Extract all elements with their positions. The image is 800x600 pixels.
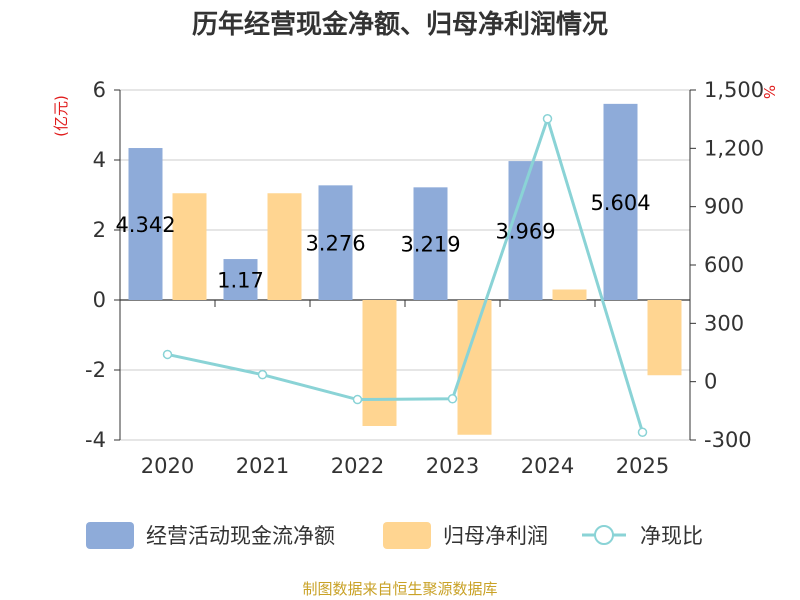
y-left-tick-label: -4 [85,428,106,452]
legend: 经营活动现金流净额 归母净利润 净现比 [86,522,703,549]
bars [128,103,682,435]
cash-data-label: 3.969 [495,220,555,244]
y-right-unit: % [760,85,778,99]
chart-title: 历年经营现金净额、归母净利润情况 [192,9,608,40]
cash-data-label: 3.276 [305,232,365,256]
ratio-point [447,394,458,404]
cash-bar [318,185,353,300]
x-tick-label: 2021 [236,454,289,478]
cash-bar [223,259,258,300]
y-right-tick-label: 1,500 [704,78,764,102]
y-left-tick-label: 0 [93,288,106,312]
cash-bar [413,187,448,300]
data-labels: 4.342 1.17 3.276 3.219 3.969 5.604 [115,191,650,293]
cash-bar [128,148,163,300]
profit-bar [647,300,682,376]
legend-label-ratio: 净现比 [640,524,703,548]
grid [120,89,690,441]
x-tick-label: 2025 [616,454,669,478]
y-right-tick-label: 1,200 [704,136,764,160]
x-tick-label: 2022 [331,454,384,478]
profit-bar [172,193,207,300]
legend-swatch-cash [86,522,134,549]
ratio-point [542,114,553,124]
cash-data-label: 3.219 [400,233,460,257]
y-right-tick-label: 600 [704,253,744,277]
y-left-unit: (亿元) [52,95,70,137]
y-left-tick-label: 2 [93,218,106,242]
y-right-tick-label: 0 [704,370,717,394]
cash-data-label: 5.604 [590,191,650,215]
legend-swatch-ratio-marker [594,525,614,545]
y-left-tick-label: 6 [93,78,106,102]
x-tick-label: 2023 [426,454,479,478]
profit-bar [267,193,302,300]
ratio-point [162,349,173,360]
y-left-tick-label: 4 [93,148,106,172]
ratio-point [257,369,268,380]
y-right-tick-label: 900 [704,195,744,219]
ratio-line [162,113,648,437]
legend-swatch-profit [383,522,431,549]
y-right-tick-label: 300 [704,311,744,335]
y-left-tick-label: -2 [85,358,106,382]
profit-bar [552,289,587,300]
axes: 6 4 2 0 -2 -4 1,500 1,200 900 600 300 0 -300 2020 2021… [85,78,764,478]
ratio-polyline [167,113,644,433]
source-note: 制图数据来自恒生聚源数据库 [302,580,497,598]
cash-data-label: 1.17 [217,269,264,293]
x-tick-label: 2020 [141,454,194,478]
y-right-tick-label: -300 [704,428,752,452]
profit-bar [362,300,397,426]
ratio-point [637,427,648,437]
legend-label-profit: 归母净利润 [443,524,548,548]
cash-bar [603,103,638,300]
ratio-point [352,394,363,405]
legend-label-cash: 经营活动现金流净额 [146,524,335,548]
x-tick-label: 2024 [521,454,574,478]
cash-data-label: 4.342 [115,213,175,237]
